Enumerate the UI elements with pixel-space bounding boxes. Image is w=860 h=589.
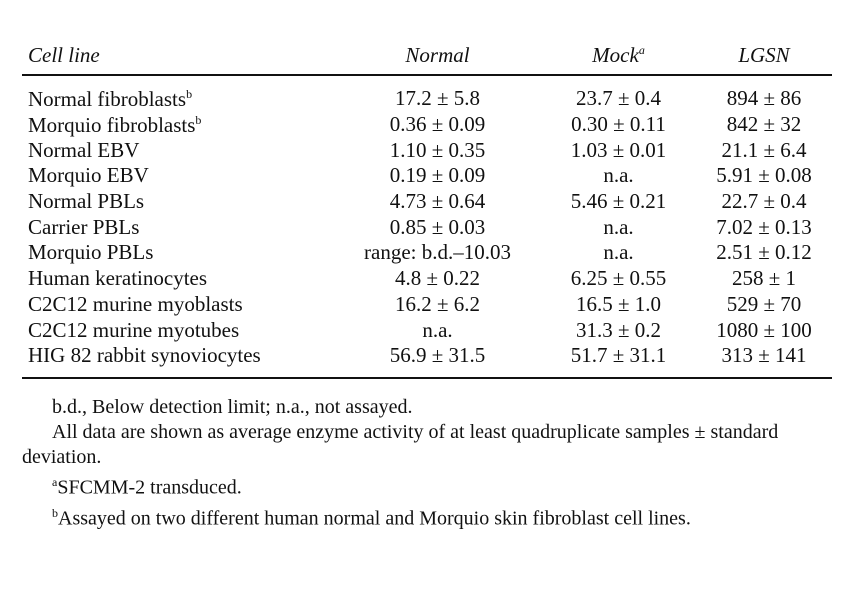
value-normal: 4.8 ± 0.22 (394, 266, 481, 291)
table-row: Human keratinocytes 4.8 ± 0.22 6.25 ± 0.55… (22, 266, 832, 292)
cell-line-label: Carrier PBLs (28, 214, 140, 239)
cell-line-name: Carrier PBLs (22, 214, 334, 240)
footnote-a-marker: a (52, 475, 58, 489)
cell-line-name: Morquio EBV (22, 163, 334, 189)
value-lgsn: 7.02 ± 0.13 (716, 214, 812, 239)
footnote-data-note: All data are shown as average enzyme act… (22, 420, 834, 470)
table-body: Normal fibroblastsb 17.2 ± 5.8 23.7 ± 0.4 8… (22, 75, 832, 379)
cell-line-name: Morquio fibroblastsb (22, 112, 334, 138)
value-mock: n.a. (603, 240, 634, 265)
value-lgsn: 22.7 ± 0.4 (721, 189, 807, 214)
header-mock: Mocka (541, 36, 696, 76)
cell-line-label: Normal fibroblasts (28, 86, 187, 111)
cell-line-name: Normal PBLs (22, 189, 334, 215)
cell-line-name: Human keratinocytes (22, 266, 334, 292)
value-normal: range: b.d.–10.03 (364, 240, 511, 265)
cell-line-label: HIG 82 rabbit synoviocytes (28, 343, 261, 368)
table-row: Morquio fibroblastsb 0.36 ± 0.09 0.30 ± 0.… (22, 112, 832, 138)
value-lgsn: 894 ± 86 (726, 86, 802, 111)
value-lgsn: 2.51 ± 0.12 (716, 240, 812, 265)
value-mock: n.a. (603, 214, 634, 239)
table-row: HIG 82 rabbit synoviocytes 56.9 ± 31.5 51.… (22, 342, 832, 379)
table-row: Normal PBLs 4.73 ± 0.64 5.46 ± 0.21 22.7 ± … (22, 189, 832, 215)
cell-line-name: Normal EBV (22, 137, 334, 163)
footnote-b-text: Assayed on two different human normal an… (58, 507, 691, 530)
cell-line-name: C2C12 murine myotubes (22, 317, 334, 343)
table-footnotes: b.d., Below detection limit; n.a., not a… (22, 395, 834, 531)
footnote-data-note-text: All data are shown as average enzyme act… (22, 421, 779, 468)
table-row: Morquio PBLs range: b.d.–10.03 n.a. 2.51 ± … (22, 240, 832, 266)
header-cell-line: Cell line (22, 36, 334, 76)
cell-line-label: Normal EBV (28, 137, 140, 162)
data-table-container: Cell line Normal Mocka LGSN Normal fibro… (22, 36, 832, 379)
value-mock: 16.5 ± 1.0 (575, 291, 662, 316)
value-lgsn: 529 ± 70 (726, 291, 802, 316)
value-lgsn: 21.1 ± 6.4 (721, 137, 807, 162)
cell-line-name: HIG 82 rabbit synoviocytes (22, 342, 334, 379)
value-normal: 0.36 ± 0.09 (389, 112, 486, 137)
cell-line-footnote-mark: b (195, 112, 202, 127)
cell-line-label: Normal PBLs (28, 189, 145, 214)
footnote-a: aSFCMM-2 transduced. (22, 470, 834, 501)
value-normal: 17.2 ± 5.8 (394, 86, 481, 111)
value-normal: 56.9 ± 31.5 (334, 342, 541, 379)
table-row: Normal fibroblastsb 17.2 ± 5.8 23.7 ± 0.4 8… (22, 86, 832, 112)
cell-line-label: Morquio EBV (28, 163, 149, 188)
value-lgsn: 313 ± 141 (696, 342, 832, 379)
table-row: Normal EBV 1.10 ± 0.35 1.03 ± 0.01 21.1 ± 6… (22, 137, 832, 163)
enzyme-activity-table: Cell line Normal Mocka LGSN Normal fibro… (22, 36, 832, 379)
value-normal: 0.19 ± 0.09 (389, 163, 486, 188)
footnote-abbreviations: b.d., Below detection limit; n.a., not a… (52, 396, 413, 418)
table-header-row: Cell line Normal Mocka LGSN (22, 36, 832, 76)
table-row: C2C12 murine myoblasts 16.2 ± 6.2 16.5 ± 1… (22, 292, 832, 318)
footnote-b: bAssayed on two different human normal a… (22, 501, 834, 532)
value-mock: 23.7 ± 0.4 (575, 86, 662, 111)
value-mock: 5.46 ± 0.21 (570, 189, 667, 214)
cell-line-footnote-mark: b (186, 86, 193, 101)
value-normal: 0.85 ± 0.03 (389, 214, 486, 239)
value-mock: 6.25 ± 0.55 (570, 266, 667, 291)
table-row: C2C12 murine myotubes n.a. 31.3 ± 0.2 1080 … (22, 317, 832, 343)
value-mock: 0.30 ± 0.11 (571, 112, 666, 137)
table-row: Carrier PBLs 0.85 ± 0.03 n.a. 7.02 ± 0.13 (22, 214, 832, 240)
value-normal: n.a. (422, 317, 453, 342)
table-row: Morquio EBV 0.19 ± 0.09 n.a. 5.91 ± 0.08 (22, 163, 832, 189)
value-mock: 31.3 ± 0.2 (575, 317, 662, 342)
cell-line-name: Morquio PBLs (22, 240, 334, 266)
header-lgsn: LGSN (696, 36, 832, 76)
value-lgsn: 258 ± 1 (731, 266, 797, 291)
cell-line-name: Normal fibroblastsb (22, 86, 334, 112)
header-normal: Normal (334, 36, 541, 76)
cell-line-label: Morquio PBLs (28, 240, 154, 265)
cell-line-label: Morquio fibroblasts (28, 112, 196, 137)
value-normal: 1.10 ± 0.35 (389, 137, 486, 162)
value-mock: 51.7 ± 31.1 (541, 342, 696, 379)
value-lgsn: 1080 ± 100 (716, 317, 812, 342)
cell-line-label: Human keratinocytes (28, 266, 208, 291)
value-lgsn: 842 ± 32 (726, 112, 802, 137)
value-normal: 16.2 ± 6.2 (394, 291, 481, 316)
cell-line-label: C2C12 murine myoblasts (28, 291, 243, 316)
table-spacer-row (22, 75, 832, 86)
footnote-a-text: SFCMM-2 transduced. (57, 476, 242, 499)
header-mock-label: Mock (592, 42, 639, 67)
cell-line-label: C2C12 murine myotubes (28, 317, 240, 342)
value-normal: 4.73 ± 0.64 (389, 189, 486, 214)
value-lgsn: 5.91 ± 0.08 (716, 163, 812, 188)
value-mock: n.a. (603, 163, 634, 188)
cell-line-name: C2C12 murine myoblasts (22, 292, 334, 318)
footnote-b-marker: b (52, 505, 58, 520)
value-mock: 1.03 ± 0.01 (570, 137, 667, 162)
header-mock-footnote-mark: a (638, 42, 645, 57)
